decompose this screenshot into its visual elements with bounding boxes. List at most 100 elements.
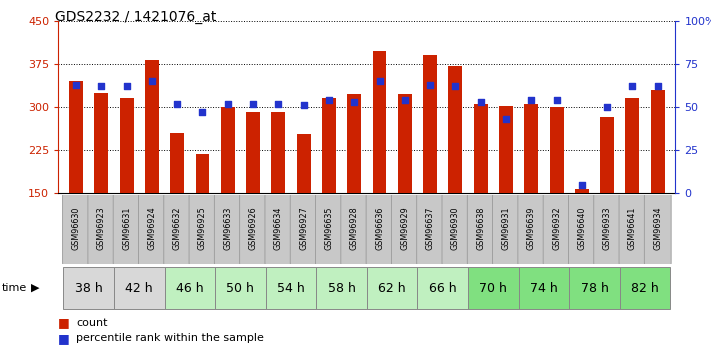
Bar xyxy=(246,111,260,193)
Text: GSM96933: GSM96933 xyxy=(603,206,611,250)
FancyBboxPatch shape xyxy=(139,193,165,266)
Point xyxy=(272,101,284,106)
FancyBboxPatch shape xyxy=(164,193,191,266)
Point xyxy=(197,109,208,115)
Point xyxy=(171,101,183,106)
Text: GSM96638: GSM96638 xyxy=(476,206,485,250)
Text: GSM96641: GSM96641 xyxy=(628,206,637,250)
Point xyxy=(70,82,82,87)
Bar xyxy=(95,92,108,193)
Text: time: time xyxy=(2,283,28,293)
Bar xyxy=(170,133,184,193)
Point xyxy=(525,97,537,103)
Point xyxy=(222,101,233,106)
Text: GSM96930: GSM96930 xyxy=(451,206,460,250)
Text: GDS2232 / 1421076_at: GDS2232 / 1421076_at xyxy=(55,10,216,24)
Point xyxy=(602,104,613,110)
Text: 54 h: 54 h xyxy=(277,282,305,295)
Text: 50 h: 50 h xyxy=(227,282,255,295)
FancyBboxPatch shape xyxy=(518,193,545,266)
Text: GSM96924: GSM96924 xyxy=(147,206,156,250)
FancyBboxPatch shape xyxy=(341,193,368,266)
Point xyxy=(475,99,486,105)
Text: GSM96926: GSM96926 xyxy=(249,206,257,250)
Bar xyxy=(620,267,670,309)
Bar xyxy=(221,107,235,193)
Point xyxy=(298,102,309,108)
Bar xyxy=(575,189,589,193)
Text: GSM96639: GSM96639 xyxy=(527,206,536,250)
FancyBboxPatch shape xyxy=(594,193,621,266)
Bar xyxy=(468,267,518,309)
Point xyxy=(551,97,562,103)
Point xyxy=(652,83,663,89)
Text: GSM96925: GSM96925 xyxy=(198,206,207,250)
Text: GSM96931: GSM96931 xyxy=(501,206,510,250)
FancyBboxPatch shape xyxy=(569,193,595,266)
Point xyxy=(247,101,259,106)
Bar xyxy=(266,267,316,309)
Point xyxy=(501,116,512,122)
FancyBboxPatch shape xyxy=(265,193,292,266)
Text: GSM96923: GSM96923 xyxy=(97,206,106,250)
Bar xyxy=(114,267,164,309)
FancyBboxPatch shape xyxy=(366,193,393,266)
Text: 46 h: 46 h xyxy=(176,282,203,295)
FancyBboxPatch shape xyxy=(240,193,267,266)
Text: 38 h: 38 h xyxy=(75,282,102,295)
FancyBboxPatch shape xyxy=(644,193,671,266)
Bar xyxy=(499,106,513,193)
Bar xyxy=(196,154,210,193)
Bar xyxy=(316,267,367,309)
Bar xyxy=(164,267,215,309)
Text: GSM96634: GSM96634 xyxy=(274,206,283,250)
Point xyxy=(450,83,461,89)
FancyBboxPatch shape xyxy=(619,193,646,266)
FancyBboxPatch shape xyxy=(189,193,216,266)
Bar xyxy=(145,60,159,193)
Text: GSM96631: GSM96631 xyxy=(122,206,131,250)
Text: 82 h: 82 h xyxy=(631,282,659,295)
FancyBboxPatch shape xyxy=(290,193,317,266)
Text: GSM96630: GSM96630 xyxy=(72,206,80,250)
Bar xyxy=(651,90,665,193)
FancyBboxPatch shape xyxy=(417,193,444,266)
FancyBboxPatch shape xyxy=(442,193,469,266)
Bar xyxy=(347,94,361,193)
Text: 74 h: 74 h xyxy=(530,282,558,295)
Bar xyxy=(449,66,462,193)
Bar xyxy=(398,94,412,193)
Bar xyxy=(373,51,387,193)
FancyBboxPatch shape xyxy=(392,193,418,266)
Point xyxy=(121,83,132,89)
Bar xyxy=(63,267,114,309)
Bar xyxy=(570,267,620,309)
Text: GSM96927: GSM96927 xyxy=(299,206,308,250)
Text: GSM96929: GSM96929 xyxy=(400,206,410,250)
Bar xyxy=(524,104,538,193)
FancyBboxPatch shape xyxy=(467,193,494,266)
Point xyxy=(95,83,107,89)
FancyBboxPatch shape xyxy=(543,193,570,266)
Bar xyxy=(367,267,417,309)
Text: GSM96635: GSM96635 xyxy=(324,206,333,250)
Bar xyxy=(474,104,488,193)
Text: GSM96640: GSM96640 xyxy=(577,206,587,250)
Point xyxy=(348,99,360,105)
Point xyxy=(576,182,587,187)
Point xyxy=(146,78,158,84)
Point xyxy=(424,82,436,87)
Bar xyxy=(272,111,285,193)
Text: count: count xyxy=(76,318,107,327)
Bar xyxy=(600,117,614,193)
FancyBboxPatch shape xyxy=(63,193,90,266)
FancyBboxPatch shape xyxy=(214,193,241,266)
Point xyxy=(627,83,638,89)
FancyBboxPatch shape xyxy=(88,193,114,266)
Text: 62 h: 62 h xyxy=(378,282,406,295)
Point xyxy=(399,97,410,103)
Text: GSM96636: GSM96636 xyxy=(375,206,384,250)
Bar xyxy=(119,98,134,193)
Point xyxy=(374,78,385,84)
Text: GSM96928: GSM96928 xyxy=(350,206,359,250)
